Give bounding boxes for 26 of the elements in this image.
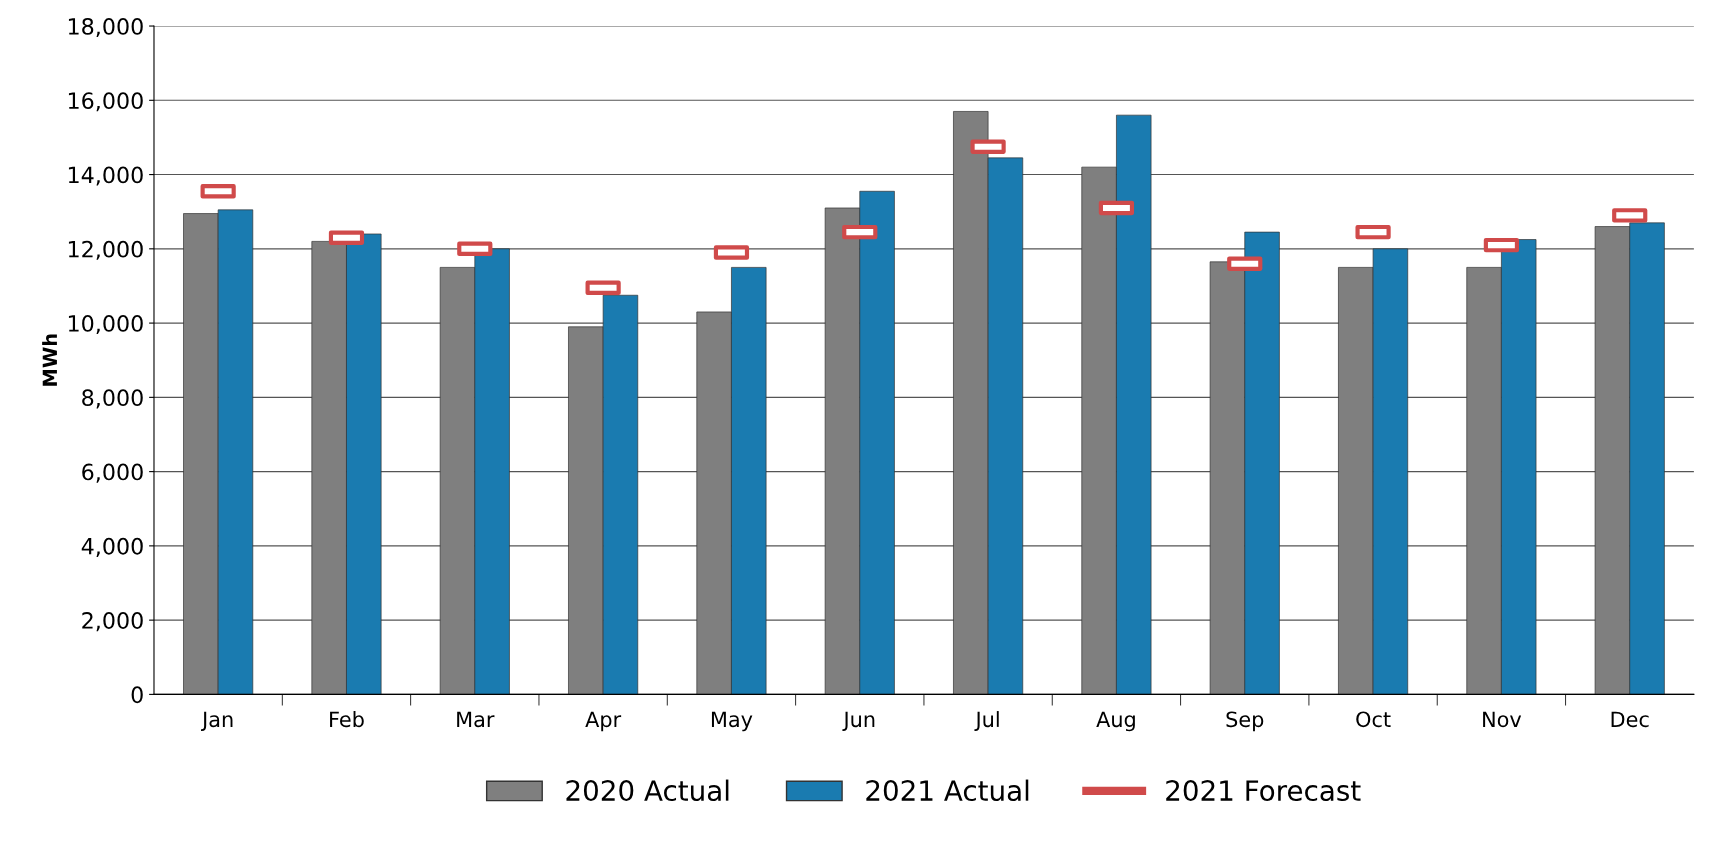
x-tick-label: Jan <box>201 711 233 732</box>
y-tick-label: 16,000 <box>68 92 143 112</box>
legend-label: 2021 Actual <box>866 779 1029 802</box>
y-tick-label: 8,000 <box>82 389 143 409</box>
x-tick-label: Aug <box>1096 711 1135 732</box>
y-tick-label: 2,000 <box>82 612 143 632</box>
x-tick-label: Apr <box>585 711 622 732</box>
y-axis-title: MWh <box>42 334 57 386</box>
x-tick-label: Jun <box>842 711 875 732</box>
y-tick-label: 4,000 <box>81 537 143 557</box>
x-tick-label: Oct <box>1356 711 1391 728</box>
x-tick-label: May <box>711 711 753 732</box>
x-tick-label: Jul <box>974 711 999 732</box>
y-tick-label: 14,000 <box>68 166 143 186</box>
y-tick-label: 6,000 <box>82 463 143 483</box>
x-tick-label: Feb <box>330 711 364 728</box>
x-tick-label: Sep <box>1226 711 1264 732</box>
x-tick-label: Mar <box>457 711 495 728</box>
y-tick-label: 18,000 <box>68 17 143 38</box>
x-tick-label: Dec <box>1611 711 1649 728</box>
legend-label: 2021 Forecast <box>1166 780 1361 802</box>
y-tick-label: 0 <box>131 686 143 704</box>
y-tick-label: 12,000 <box>68 240 143 260</box>
y-tick-label: 10,000 <box>68 315 143 335</box>
legend-label: 2020 Actual <box>566 779 729 802</box>
x-tick-label: Nov <box>1483 711 1522 728</box>
